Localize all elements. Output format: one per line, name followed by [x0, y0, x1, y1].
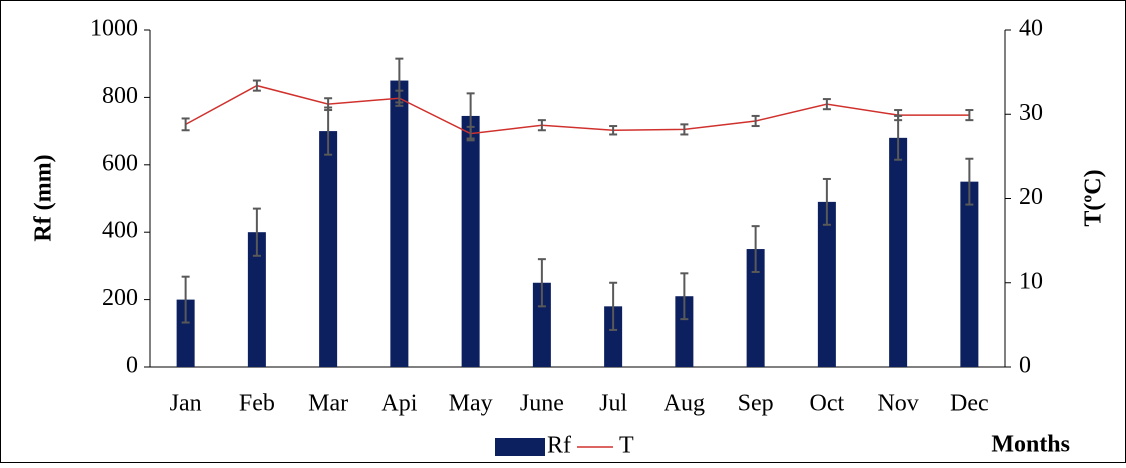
x-axis-label: Months: [991, 432, 1070, 458]
error-bar: [609, 281, 618, 331]
x-tick-label: Sep: [738, 391, 774, 417]
error-bar: [965, 157, 974, 206]
error-bar: [965, 109, 974, 122]
legend-label: Rf: [547, 433, 571, 459]
bar: [889, 137, 908, 367]
y2-tick-label: 20: [1019, 184, 1043, 210]
error-bar: [324, 97, 333, 112]
error-bar: [751, 225, 760, 273]
error-bar: [252, 79, 261, 92]
error-bar: [894, 109, 903, 122]
x-tick-label: Mar: [308, 391, 348, 417]
line: [185, 84, 970, 135]
error-bar: [751, 114, 760, 128]
bar: [176, 299, 195, 367]
x-tick-label: June: [520, 391, 564, 417]
y-tick-label: 800: [102, 83, 138, 109]
y2-tick-label: 30: [1019, 100, 1043, 126]
y-axis-label: Rf (mm): [31, 154, 57, 241]
y2-tick-label: 10: [1019, 268, 1043, 294]
error-bar: [537, 258, 546, 308]
legend-label: T: [619, 433, 634, 459]
bar: [960, 181, 979, 367]
x-tick-label: Oct: [810, 391, 845, 417]
bar: [319, 131, 338, 367]
legend-swatch: [495, 438, 545, 456]
x-tick-label: Nov: [877, 391, 918, 417]
y-tick-label: 600: [102, 150, 138, 176]
bar: [461, 115, 480, 367]
bar: [604, 306, 623, 367]
error-bar: [252, 207, 261, 257]
x-tick-label: Aug: [664, 391, 705, 417]
error-bar: [395, 89, 404, 107]
error-bar: [609, 125, 618, 136]
bar: [532, 282, 551, 367]
x-tick-label: May: [449, 391, 493, 417]
error-bar: [537, 119, 546, 132]
bar: [247, 232, 266, 367]
error-bar: [181, 117, 190, 132]
x-tick-label: Api: [381, 391, 417, 417]
error-bar: [680, 123, 689, 136]
bar: [746, 249, 765, 367]
y-tick-label: 400: [102, 218, 138, 244]
x-tick-label: Jan: [170, 391, 202, 417]
y2-tick-label: 0: [1019, 353, 1031, 379]
x-tick-label: Feb: [239, 391, 275, 417]
y-tick-label: 0: [126, 353, 138, 379]
y2-axis-label: T(ºC): [1081, 169, 1107, 226]
bar: [817, 201, 836, 367]
error-bar: [680, 272, 689, 321]
error-bar: [822, 98, 831, 111]
y-tick-label: 1000: [90, 16, 138, 42]
bar: [675, 296, 694, 367]
error-bar: [822, 177, 831, 226]
error-bar: [181, 275, 190, 324]
bar: [390, 80, 409, 368]
x-tick-label: Dec: [950, 391, 989, 417]
error-bar: [466, 125, 475, 142]
x-tick-label: Jul: [599, 391, 627, 417]
y2-tick-label: 40: [1019, 16, 1043, 42]
y-tick-label: 200: [102, 285, 138, 311]
